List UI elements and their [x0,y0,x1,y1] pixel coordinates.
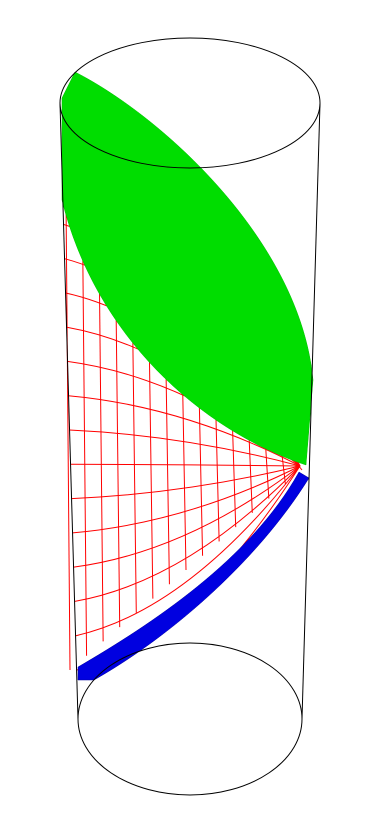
mesh-line [74,466,300,567]
mesh-line [71,464,300,466]
mesh-line [99,256,103,642]
mesh-line [116,277,120,627]
mesh-line [83,232,87,656]
green-surface [62,72,313,465]
